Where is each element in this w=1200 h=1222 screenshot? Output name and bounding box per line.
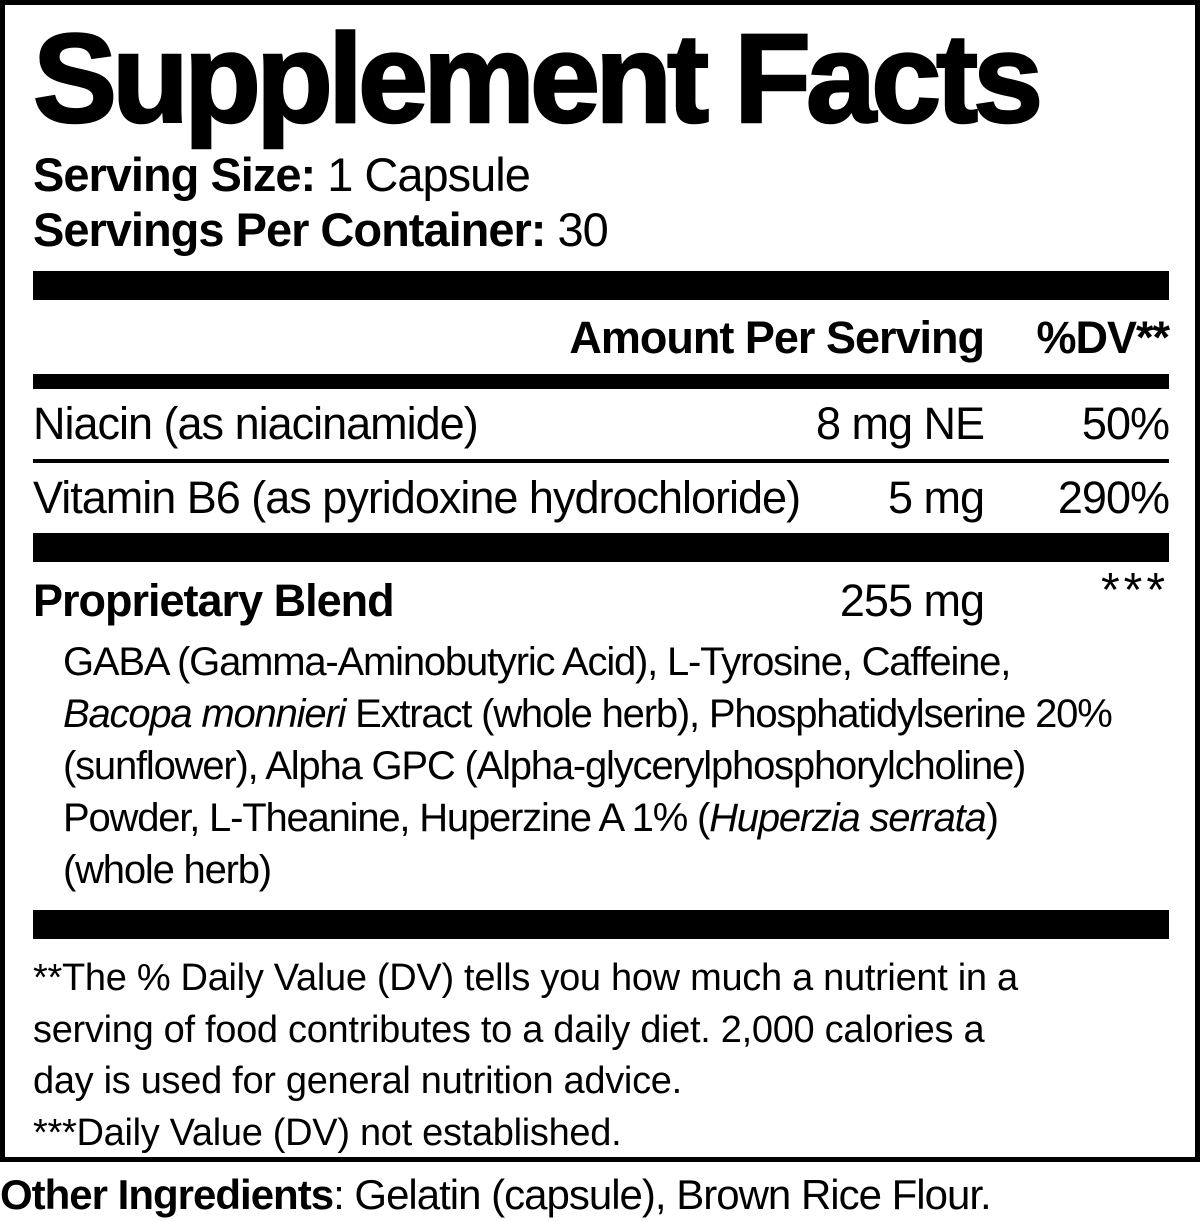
row-divider-line <box>33 459 1169 464</box>
blend-dv-asterisks: *** <box>1100 564 1169 618</box>
other-ingredients-label: Other Ingredients <box>0 1171 334 1218</box>
nutrient-dv: 50% <box>1081 398 1170 450</box>
proprietary-blend-row: Proprietary Blend 255 mg *** <box>33 562 1169 632</box>
servings-per-container-label: Servings Per Container: <box>33 202 546 256</box>
nutrient-dv: 290% <box>1057 472 1170 524</box>
serving-size-label: Serving Size: <box>33 148 316 202</box>
percent-dv-header: %DV** <box>1036 312 1170 364</box>
nutrient-row-niacin: Niacin (as niacinamide) 8 mg NE 50% <box>33 389 1170 459</box>
blend-name: Proprietary Blend <box>33 575 395 627</box>
serving-size-line: Serving Size: 1 Capsule <box>33 148 1169 203</box>
panel-title: Supplement Facts <box>32 8 1045 149</box>
serving-info: Serving Size: 1 Capsule Servings Per Con… <box>33 148 1169 257</box>
nutrient-row-vitamin-b6: Vitamin B6 (as pyridoxine hydrochloride)… <box>33 463 1170 533</box>
serving-size-value: 1 Capsule <box>315 148 531 202</box>
nutrient-name: Niacin (as niacinamide) <box>33 398 479 450</box>
nutrient-amount: 8 mg NE <box>815 398 985 450</box>
other-ingredients-separator: : <box>333 1171 355 1218</box>
section-divider-bar <box>33 910 1169 940</box>
supplement-facts-panel: Supplement Facts Serving Size: 1 Capsule… <box>0 0 1200 1162</box>
nutrient-amount: 5 mg <box>887 472 985 524</box>
other-ingredients-value: Gelatin (capsule), Brown Rice Flour. <box>354 1171 991 1218</box>
servings-per-container-value: 30 <box>545 202 608 256</box>
header-divider-bar <box>33 374 1169 390</box>
table-header-row: Amount Per Serving %DV** <box>33 300 1170 374</box>
section-divider-bar <box>33 271 1169 301</box>
nutrient-name: Vitamin B6 (as pyridoxine hydrochloride) <box>33 472 801 524</box>
blend-ingredients-text: GABA (Gamma-Aminobutyric Acid), L-Tyrosi… <box>63 640 1113 893</box>
servings-per-container-line: Servings Per Container: 30 <box>33 203 1169 258</box>
blend-amount: 255 mg <box>839 575 985 627</box>
daily-value-footnote: **The % Daily Value (DV) tells you how m… <box>33 957 1018 1155</box>
section-divider-bar <box>33 533 1169 563</box>
other-ingredients-line: Other Ingredients: Gelatin (capsule), Br… <box>0 1171 1200 1219</box>
amount-per-serving-header: Amount Per Serving <box>569 312 985 364</box>
